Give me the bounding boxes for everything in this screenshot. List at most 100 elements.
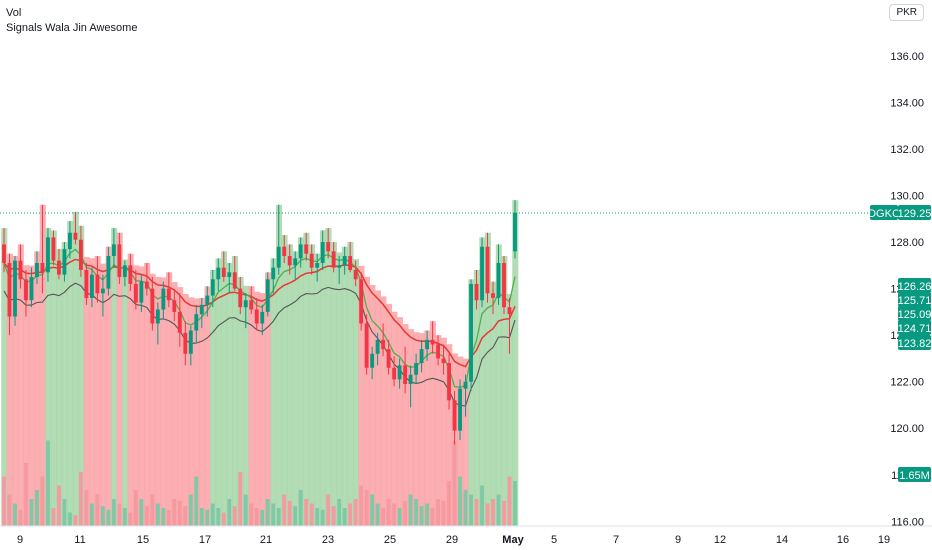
candle-body [172, 300, 177, 312]
trend-zone [232, 256, 239, 526]
trend-zone [50, 230, 57, 526]
trend-zone [259, 293, 266, 526]
trend-zone [188, 297, 195, 526]
trend-zone [308, 244, 316, 526]
indicator-value-label-bg [898, 278, 931, 293]
volume-bar [403, 500, 408, 526]
candle-body [507, 307, 512, 315]
trend-zone [83, 257, 90, 526]
candle-body [188, 330, 193, 354]
candle-body [403, 365, 408, 385]
time-tick-label: 17 [199, 534, 211, 546]
candle-body [166, 288, 171, 301]
volume-bar [210, 503, 215, 526]
trend-zone [484, 232, 491, 527]
candle-body [29, 276, 34, 301]
volume-bar [216, 508, 221, 526]
trend-zone [105, 246, 112, 527]
candle-body [199, 304, 204, 315]
volume-bar [57, 485, 61, 526]
time-tick-label: 25 [384, 534, 396, 546]
candle-body [496, 263, 501, 298]
volume-bar [353, 499, 358, 526]
trend-zone [122, 259, 129, 526]
trend-zone [270, 258, 277, 526]
trend-zone [413, 332, 420, 526]
indicator-value-label-bg [898, 335, 931, 350]
trend-zone [479, 237, 486, 526]
candle-body [364, 323, 369, 368]
trend-zone [446, 344, 453, 526]
volume-bar [144, 506, 149, 526]
indicator-value-label: 125.09 [898, 309, 932, 321]
candle-body [386, 349, 391, 368]
price-axis [892, 0, 932, 550]
trend-zone [264, 272, 272, 526]
candle-body [337, 265, 342, 268]
candle-body [210, 279, 215, 296]
currency-button[interactable]: PKR [889, 4, 924, 21]
candle-body [68, 232, 72, 250]
trend-zone [319, 230, 327, 526]
volume-bar [463, 490, 468, 526]
volume-bar [29, 499, 34, 526]
trend-zone [160, 277, 167, 526]
volume-bar [386, 499, 391, 526]
indicator-value-label-bg [898, 320, 931, 335]
candle-body [293, 258, 298, 266]
candle-body [155, 309, 160, 324]
volume-bar [419, 506, 424, 526]
trend-zone [144, 263, 151, 526]
volume-bar [342, 508, 347, 526]
candle-body [194, 314, 199, 331]
volume-bar [348, 503, 353, 526]
trend-zone [89, 258, 96, 526]
volume-bar [474, 499, 479, 526]
volume-bar [452, 440, 457, 526]
last-price-badge: 129.25 [898, 208, 932, 220]
candle-body [13, 260, 17, 317]
candle-body [480, 246, 484, 301]
trend-zone [100, 263, 107, 526]
volume-bar [276, 508, 281, 526]
candle-body [452, 400, 457, 431]
volume-bar [370, 494, 375, 526]
volume-bar [79, 472, 83, 526]
volume-bar [392, 503, 397, 526]
last-price-badge-bg [898, 204, 931, 220]
candle-body [40, 263, 45, 273]
trend-zone [303, 232, 310, 527]
trend-zone [149, 273, 156, 526]
volume-bar [7, 494, 12, 526]
volume-legend: Vol [6, 7, 22, 19]
trend-zone [133, 265, 140, 526]
candle-body [326, 242, 331, 252]
candle-body [79, 239, 83, 270]
candle-body [249, 300, 254, 310]
fast-average-line [3, 248, 516, 388]
volume-bar [491, 499, 495, 526]
candle-body [183, 332, 188, 354]
time-tick-label: 16 [837, 534, 849, 546]
trend-zone [182, 293, 189, 526]
trend-zone [254, 291, 261, 526]
candle-body [463, 381, 468, 389]
trend-zone [171, 282, 178, 526]
price-tick-label: 120.00 [890, 423, 924, 435]
candle-body [502, 263, 506, 308]
trend-zone [314, 253, 321, 526]
candle-body [375, 339, 380, 354]
indicator-legend: Signals Wala Jin Awesome [6, 22, 138, 34]
volume-bar [397, 508, 402, 526]
candle-body [408, 374, 413, 385]
volume-bar [172, 499, 177, 526]
volume-bar [271, 503, 276, 526]
trend-zone [341, 246, 349, 527]
price-tick-label: 136.00 [890, 51, 924, 63]
candle-body [353, 269, 358, 280]
volume-bar [2, 476, 6, 526]
trend-zone [374, 290, 381, 526]
trend-zone [78, 225, 85, 527]
volume-bar [496, 494, 501, 526]
